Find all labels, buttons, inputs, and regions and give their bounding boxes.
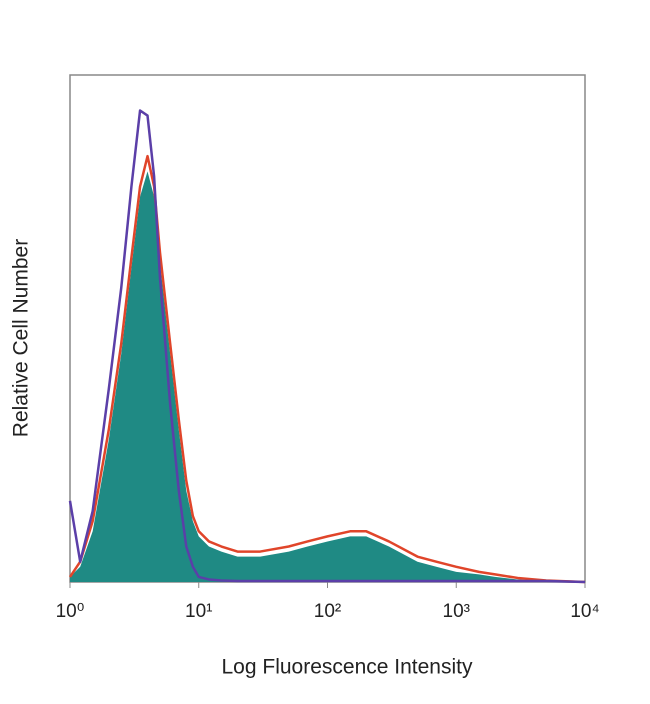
x-tick-label: 10² [314, 601, 341, 622]
area [70, 171, 585, 582]
x-tick-label: 10⁴ [570, 601, 599, 622]
x-tick-label: 10⁰ [56, 601, 85, 622]
line [68, 154, 586, 584]
x-axis-title: Log Fluorescence Intensity [222, 656, 473, 679]
x-tick-label: 10³ [443, 601, 470, 622]
line [68, 109, 586, 584]
y-axis-title: Relative Cell Number [10, 239, 33, 437]
x-tick-label: 10¹ [185, 601, 212, 622]
